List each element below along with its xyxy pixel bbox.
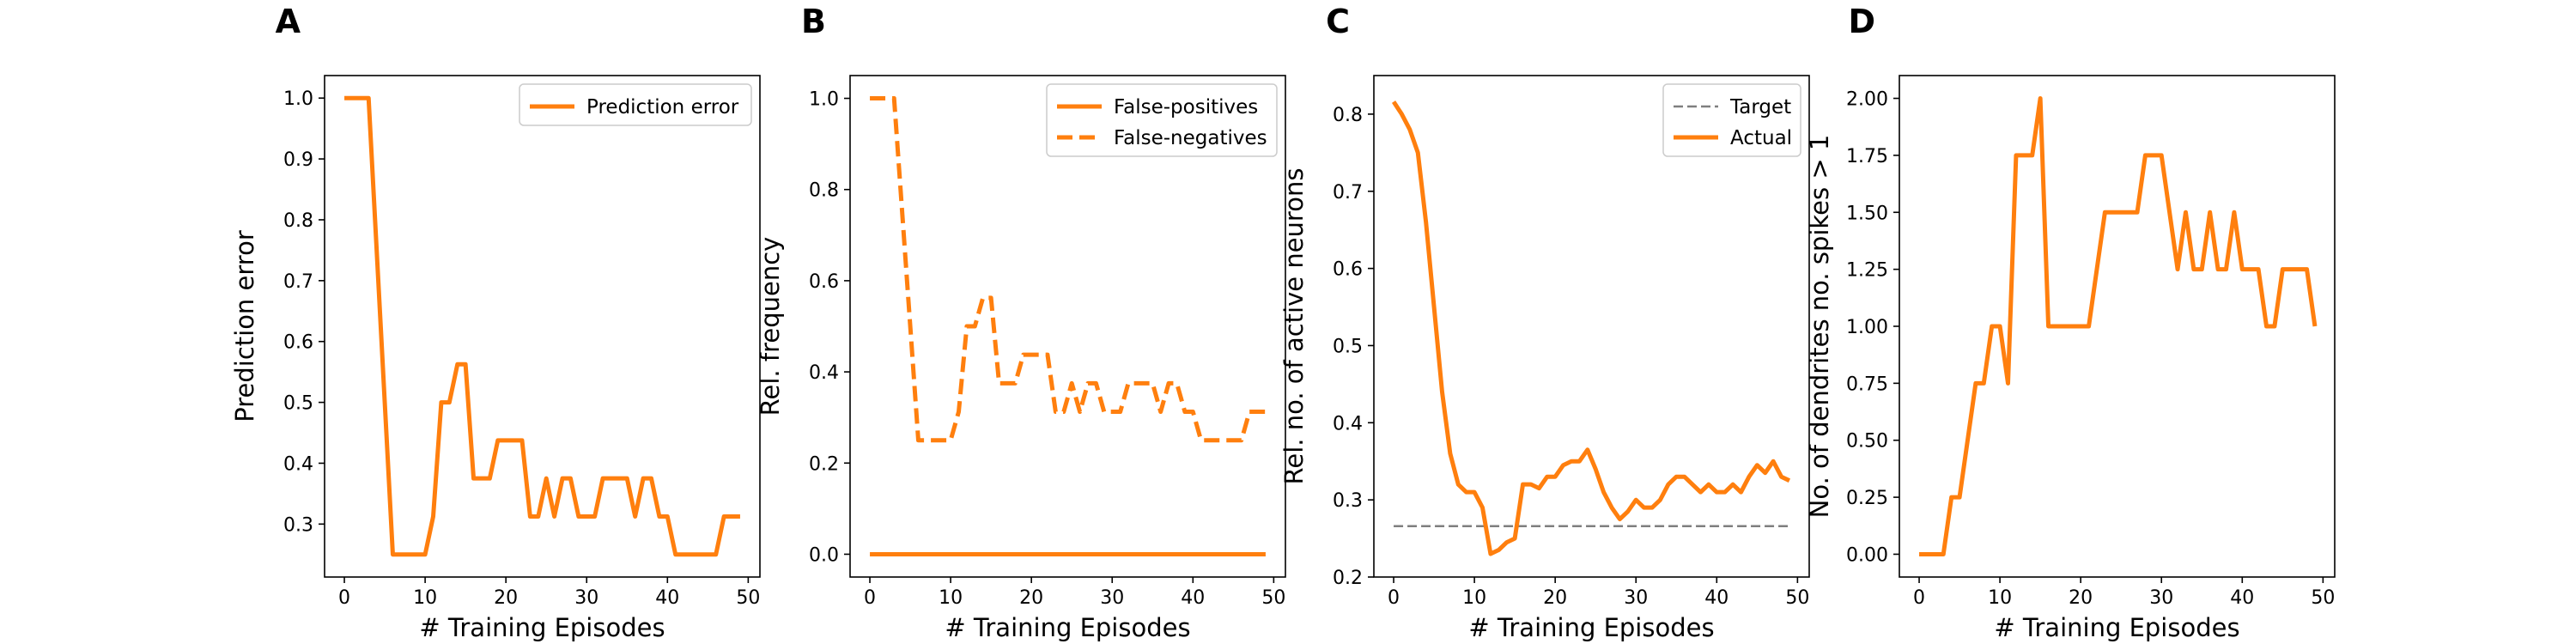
x-tick-label: 40 — [1181, 587, 1205, 609]
y-tick-label: 0.2 — [809, 453, 839, 475]
y-tick-label: 0.4 — [283, 453, 313, 475]
x-axis-label: # Training Episodes — [1468, 613, 1714, 642]
y-tick-label: 0.4 — [1333, 413, 1363, 434]
y-tick-label: 0.4 — [809, 362, 839, 384]
y-axis-label: Prediction error — [230, 230, 259, 422]
x-tick-label: 20 — [494, 587, 518, 609]
legend-box — [1046, 83, 1278, 157]
x-tick-label: 20 — [1543, 587, 1567, 609]
x-tick-label: 20 — [1019, 587, 1043, 609]
x-tick-label: 10 — [413, 587, 437, 609]
legend-label: False-positives — [1114, 96, 1258, 118]
x-tick-label: 0 — [1913, 587, 1925, 609]
y-tick-label: 1.75 — [1846, 146, 1888, 167]
legend-label: Target — [1729, 96, 1791, 118]
x-tick-label: 0 — [338, 587, 350, 609]
axes-frame — [1373, 75, 1810, 578]
plot-area — [344, 95, 740, 557]
legend-label: Actual — [1730, 127, 1792, 149]
y-tick-label: 0.25 — [1846, 488, 1888, 509]
y-tick-label: 0.50 — [1846, 431, 1888, 453]
y-tick-label: 0.6 — [809, 271, 839, 293]
y-axis-label: Rel. no. of active neurons — [1279, 168, 1309, 485]
panel-letter: D — [1848, 3, 1875, 40]
x-tick-label: 0 — [1388, 587, 1400, 609]
y-axis-label: No. of dendrites no. spikes > 1 — [1805, 135, 1834, 519]
series-line-actual — [1391, 100, 1791, 556]
y-tick-label: 0.9 — [283, 149, 313, 171]
panel-b: B 0 10 20 30 40 50 0.0 0.2 0.4 0.6 0.8 1.0 # Training… — [756, 3, 1286, 642]
y-tick-label: 1.50 — [1846, 203, 1888, 224]
y-tick-label: 0.75 — [1846, 374, 1888, 395]
x-tick-label: 40 — [655, 587, 679, 609]
panel-c: C 0 10 20 30 40 50 0.2 0.3 0.4 0.5 0.6 0.7 0.8 # Train… — [1279, 3, 1810, 642]
y-axis-label: Rel. frequency — [756, 237, 785, 416]
y-tick-label: 0.7 — [283, 271, 313, 293]
y-tick-label: 1.25 — [1846, 260, 1888, 282]
x-tick-label: 10 — [1462, 587, 1486, 609]
panel-letter: C — [1326, 3, 1350, 40]
x-tick-label: 0 — [864, 587, 876, 609]
y-tick-label: 0.7 — [1333, 182, 1363, 204]
series-line-prediction-error — [344, 95, 740, 557]
panel-letter: B — [801, 3, 826, 40]
y-tick-label: 0.0 — [809, 544, 839, 566]
x-tick-label: 10 — [1988, 587, 2012, 609]
x-axis-label: # Training Episodes — [1994, 613, 2239, 642]
x-tick-label: 40 — [2230, 587, 2254, 609]
x-tick-label: 20 — [2069, 587, 2093, 609]
axes-frame — [849, 75, 1286, 578]
plot-area — [1919, 96, 2318, 556]
series-line-false-negatives — [870, 96, 1266, 443]
x-tick-label: 50 — [736, 587, 760, 609]
y-tick-label: 0.5 — [283, 393, 313, 415]
panel-d: D 0 10 20 30 40 50 0.00 0.25 0.50 0.75 1.00 1.25 1.50… — [1805, 3, 2336, 642]
x-tick-label: 30 — [2149, 587, 2173, 609]
axes-frame — [324, 75, 761, 578]
y-tick-label: 0.5 — [1333, 336, 1363, 357]
x-axis-label: # Training Episodes — [945, 613, 1190, 642]
y-tick-label: 0.6 — [283, 332, 313, 354]
legend-label: Prediction error — [586, 96, 739, 118]
y-tick-label: 0.8 — [1333, 105, 1363, 126]
y-tick-label: 1.00 — [1846, 317, 1888, 338]
y-tick-label: 0.00 — [1846, 544, 1888, 566]
legend-label: False-negatives — [1114, 127, 1267, 149]
x-tick-label: 50 — [2311, 587, 2335, 609]
x-tick-label: 50 — [1785, 587, 1809, 609]
x-tick-label: 30 — [1624, 587, 1648, 609]
x-tick-label: 40 — [1704, 587, 1728, 609]
plot-area — [1391, 100, 1791, 556]
y-tick-label: 2.00 — [1846, 89, 1888, 111]
y-tick-label: 0.3 — [283, 514, 313, 536]
x-tick-label: 30 — [1100, 587, 1124, 609]
y-tick-label: 0.6 — [1333, 259, 1363, 281]
y-tick-label: 0.2 — [1333, 568, 1363, 589]
y-tick-label: 0.3 — [1333, 490, 1363, 512]
x-tick-label: 30 — [574, 587, 598, 609]
legend: Prediction error — [519, 83, 752, 126]
plot-area — [870, 96, 1266, 556]
x-tick-label: 50 — [1261, 587, 1285, 609]
legend: Target Actual — [1662, 83, 1801, 157]
x-tick-label: 10 — [939, 587, 963, 609]
legend: False-positives False-negatives — [1046, 83, 1278, 157]
y-tick-label: 0.8 — [283, 210, 313, 232]
legend-box — [519, 83, 752, 126]
series-line — [1919, 96, 2318, 556]
y-tick-label: 1.0 — [809, 89, 839, 111]
panel-a: A 0 10 20 30 40 50 0.3 0.4 0.5 0.6 0.7 0.8 0.9 1.0 # Tr… — [230, 3, 761, 642]
x-axis-label: # Training Episodes — [419, 613, 665, 642]
y-tick-label: 0.8 — [809, 180, 839, 202]
panel-letter: A — [276, 3, 301, 40]
y-tick-label: 1.0 — [283, 88, 313, 110]
